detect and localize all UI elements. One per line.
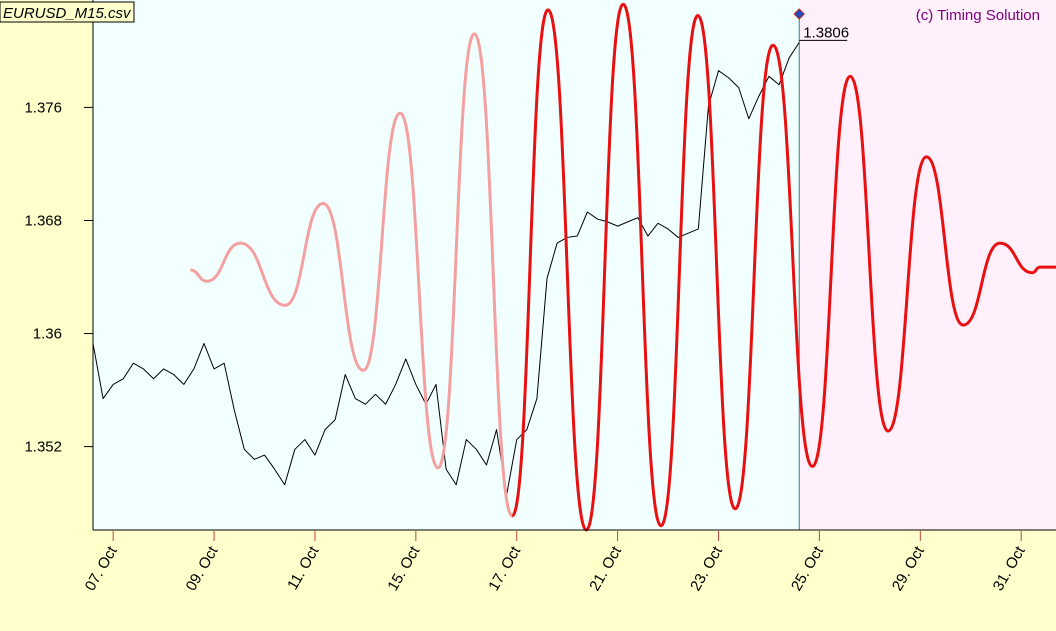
y-tick-label: 1.376 (24, 99, 62, 116)
series (92, 2, 1056, 532)
plot-area-future (799, 0, 1056, 530)
price-line (510, 2, 1056, 532)
last-price-label: 1.3806 (803, 24, 849, 41)
y-tick-label: 1.36 (33, 326, 62, 343)
plot-area-past (93, 0, 800, 530)
chart-title: EURUSD_M15.csv (3, 5, 132, 22)
y-tick-label: 1.368 (24, 212, 62, 229)
y-tick-label: 1.352 (24, 439, 62, 456)
cursor-marker (793, 8, 805, 20)
annotation: (c) Timing Solution (916, 7, 1040, 24)
price-line (190, 32, 514, 518)
title-box (0, 1, 135, 23)
